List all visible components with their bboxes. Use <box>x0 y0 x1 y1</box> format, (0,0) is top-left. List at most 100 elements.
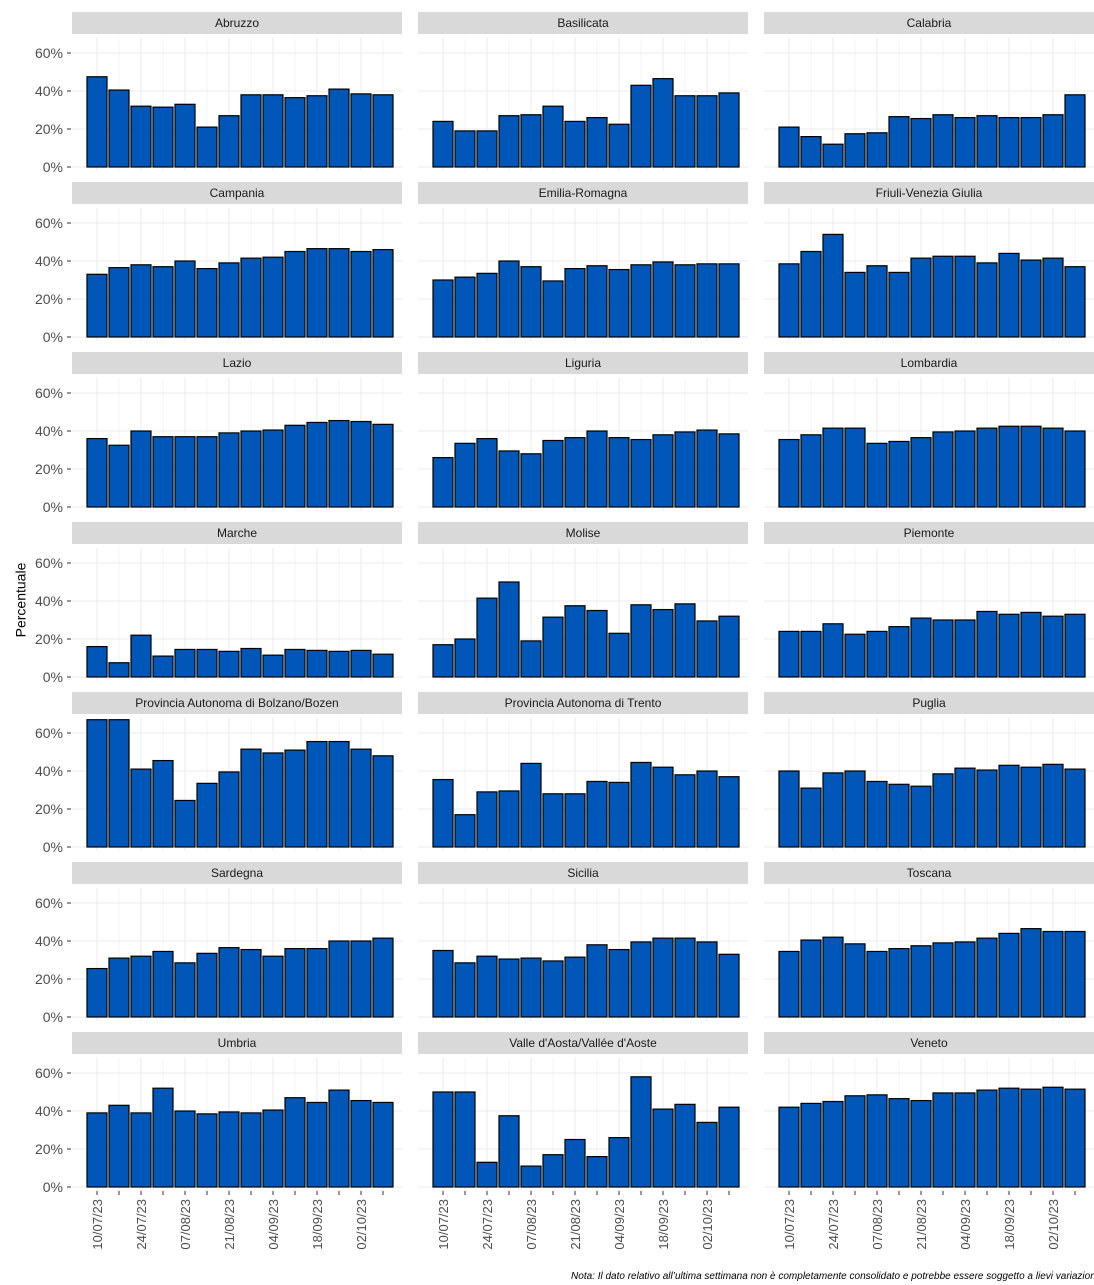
bar <box>998 613 1020 678</box>
bar <box>976 1089 998 1188</box>
bar <box>866 265 888 338</box>
bar <box>130 430 152 508</box>
bar <box>778 263 800 338</box>
x-tick-label: 02/10/23 <box>354 1199 369 1250</box>
bar <box>800 1102 822 1188</box>
bar <box>542 439 564 508</box>
bar <box>652 608 674 678</box>
bar <box>1020 766 1042 848</box>
bar <box>778 950 800 1018</box>
bar <box>674 264 696 338</box>
bar <box>432 949 454 1018</box>
bar <box>932 619 954 678</box>
bar <box>520 266 542 338</box>
bar <box>372 937 394 1018</box>
bar <box>976 115 998 168</box>
y-tick-label: 20% <box>35 801 63 817</box>
bar <box>652 937 674 1018</box>
strip <box>418 522 748 544</box>
y-tick-label: 40% <box>35 593 63 609</box>
bar <box>306 649 328 678</box>
bar <box>564 268 586 338</box>
bar <box>586 265 608 338</box>
bar <box>866 780 888 848</box>
bar <box>932 942 954 1018</box>
bar <box>196 952 218 1018</box>
y-tick-label: 40% <box>35 933 63 949</box>
bar <box>630 84 652 168</box>
panel-title: Sardegna <box>211 866 263 880</box>
bar <box>844 943 866 1018</box>
bar <box>910 437 932 508</box>
y-tick-label: 40% <box>35 1103 63 1119</box>
bar <box>586 944 608 1018</box>
bar <box>520 453 542 508</box>
bar <box>152 655 174 678</box>
bar <box>954 767 976 848</box>
bar <box>372 755 394 848</box>
bar <box>196 268 218 338</box>
bar <box>306 248 328 338</box>
bar <box>174 260 196 338</box>
bar <box>498 1115 520 1188</box>
bar <box>350 649 372 678</box>
panel-title: Campania <box>210 186 265 200</box>
bar <box>542 960 564 1018</box>
bar <box>608 632 630 678</box>
bar <box>498 115 520 168</box>
strip <box>764 352 1094 374</box>
bar <box>630 438 652 508</box>
bar <box>652 766 674 848</box>
bar <box>196 782 218 848</box>
y-tick-label: 40% <box>35 253 63 269</box>
bar <box>564 120 586 168</box>
bar <box>130 955 152 1018</box>
panel-title: Lombardia <box>901 356 958 370</box>
panel: Provincia Autonoma di Trento <box>418 692 748 714</box>
bar <box>306 740 328 848</box>
bar <box>108 267 130 338</box>
bar <box>328 248 350 338</box>
panel: Molise <box>418 522 748 544</box>
y-tick-label: 0% <box>43 329 63 345</box>
bar <box>608 437 630 508</box>
footnote: Nota: Il dato relativo all’ultima settim… <box>571 1271 1094 1282</box>
bar <box>86 645 108 678</box>
y-tick-label: 20% <box>35 291 63 307</box>
bar <box>454 638 476 678</box>
bar <box>108 719 130 848</box>
bar <box>86 719 108 848</box>
bar <box>608 1136 630 1188</box>
panel-title: Marche <box>217 526 257 540</box>
panel-title: Emilia-Romagna <box>539 186 628 200</box>
bar <box>844 427 866 508</box>
panel: Veneto <box>764 1032 1094 1054</box>
bar <box>240 948 262 1018</box>
bar <box>564 1138 586 1188</box>
bar <box>108 444 130 508</box>
bar <box>218 1111 240 1188</box>
bar <box>454 276 476 338</box>
x-tick-label: 24/07/23 <box>480 1199 495 1250</box>
y-tick-label: 40% <box>35 423 63 439</box>
panel: Provincia Autonoma di Bolzano/Bozen <box>72 692 402 714</box>
bar <box>350 250 372 338</box>
bar <box>1020 928 1042 1018</box>
y-tick-label: 60% <box>35 725 63 741</box>
y-tick-label: 0% <box>43 839 63 855</box>
bar <box>174 648 196 678</box>
bar <box>152 950 174 1018</box>
panel-title: Sicilia <box>567 866 599 880</box>
panel: Puglia <box>764 692 1094 714</box>
bar <box>652 261 674 338</box>
bar <box>328 88 350 168</box>
bar <box>240 94 262 168</box>
y-tick-label: 0% <box>43 1009 63 1025</box>
bar <box>372 653 394 678</box>
strip <box>72 182 402 204</box>
bar <box>844 271 866 338</box>
bar <box>652 1108 674 1188</box>
bar <box>696 620 718 678</box>
y-tick-label: 60% <box>35 215 63 231</box>
